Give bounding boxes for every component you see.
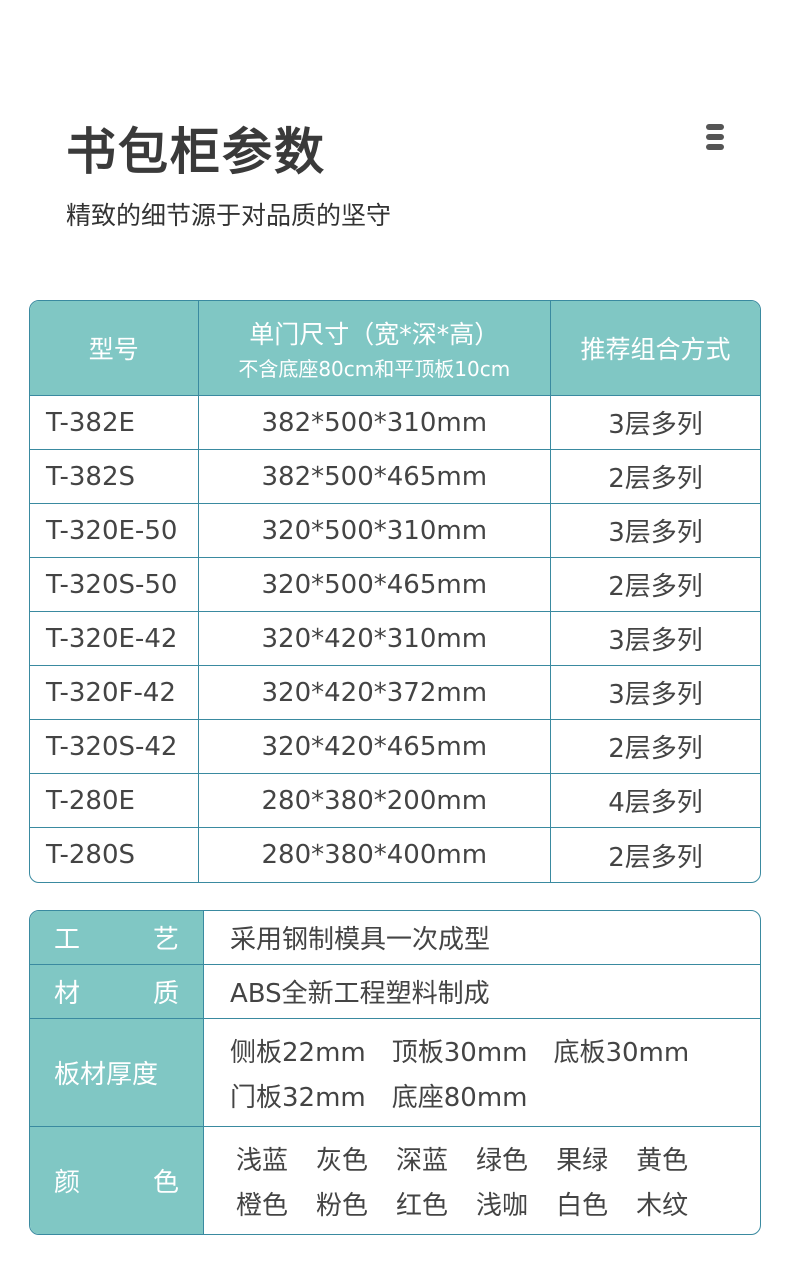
cell-combo: 2层多列	[608, 842, 703, 873]
color-option: 果绿	[556, 1145, 609, 1176]
craft-label-1: 工	[54, 925, 81, 955]
cell-combo: 3层多列	[550, 396, 760, 450]
thickness-label: 板材厚度	[30, 1019, 204, 1127]
color-option: 绿色	[476, 1145, 529, 1176]
color-option: 浅蓝	[236, 1145, 289, 1176]
craft-label-2: 艺	[152, 925, 179, 955]
spec-table: 型号 单门尺寸（宽*深*高） 不含底座80cm和平顶板10cm 推荐组合方式 T-…	[29, 300, 761, 883]
info-table: 工艺 采用钢制模具一次成型 材质 ABS全新工程塑料制成 板材厚度 侧板22mm…	[29, 910, 761, 1235]
color-option: 红色	[396, 1190, 449, 1221]
menu-icon[interactable]	[706, 124, 724, 154]
table-row: T-280E 280*380*200mm 4层多列	[30, 774, 760, 828]
cell-size: 320*420*310mm	[198, 612, 551, 666]
color-label: 颜色	[30, 1127, 204, 1234]
cell-size: 280*380*200mm	[198, 774, 551, 828]
page-subtitle: 精致的细节源于对品质的坚守	[66, 201, 392, 230]
cell-size: 382*500*465mm	[198, 450, 551, 504]
color-option: 粉色	[316, 1190, 369, 1221]
cell-model: T-320E-42	[30, 612, 199, 666]
cell-size: 320*420*372mm	[198, 666, 551, 720]
header-combo: 推荐组合方式	[550, 301, 760, 396]
cell-combo: 2层多列	[550, 450, 760, 504]
cell-model: T-320S-50	[30, 558, 199, 612]
material-value: ABS全新工程塑料制成	[204, 965, 760, 1019]
color-option: 黄色	[636, 1145, 689, 1176]
cell-size: 320*500*465mm	[198, 558, 551, 612]
material-label-2: 质	[152, 979, 179, 1009]
material-label-1: 材	[54, 979, 81, 1009]
craft-label: 工艺	[30, 911, 204, 965]
table-row: T-320E-50 320*500*310mm 3层多列	[30, 504, 760, 558]
table-row: T-382E 382*500*310mm 3层多列	[30, 396, 760, 450]
table-row: T-320S-42 320*420*465mm 2层多列	[30, 720, 760, 774]
craft-value: 采用钢制模具一次成型	[204, 911, 760, 965]
header-size: 单门尺寸（宽*深*高） 不含底座80cm和平顶板10cm	[198, 301, 551, 396]
color-option: 灰色	[316, 1145, 369, 1176]
cell-combo: 2层多列	[550, 720, 760, 774]
cell-model: T-320S-42	[30, 720, 199, 774]
cell-size: 320*500*310mm	[198, 504, 551, 558]
cell-combo: 3层多列	[550, 612, 760, 666]
color-label-2: 色	[152, 1168, 179, 1198]
material-label: 材质	[30, 965, 204, 1019]
color-option: 木纹	[636, 1190, 689, 1221]
color-label-1: 颜	[54, 1168, 81, 1198]
cell-combo: 3层多列	[550, 666, 760, 720]
cell-model: T-382S	[30, 450, 199, 504]
cell-size: 280*380*400mm	[199, 828, 551, 882]
header-model: 型号	[30, 301, 199, 396]
thickness-value: 侧板22mm 顶板30mm 底板30mm 门板32mm 底座80mm	[204, 1019, 760, 1127]
color-value: 浅蓝 灰色 深蓝 绿色 果绿 黄色橙色 粉色 红色 浅咖 白色 木纹	[204, 1127, 760, 1234]
header-size-note: 不含底座80cm和平顶板10cm	[238, 356, 511, 381]
color-option: 深蓝	[396, 1145, 449, 1176]
cell-model: T-382E	[30, 396, 199, 450]
cell-size: 382*500*310mm	[198, 396, 551, 450]
cell-size: 320*420*465mm	[198, 720, 551, 774]
cell-model: T-280E	[30, 774, 199, 828]
page-title: 书包柜参数	[66, 123, 326, 181]
table-row: T-320S-50 320*500*465mm 2层多列	[30, 558, 760, 612]
color-option: 橙色	[236, 1190, 289, 1221]
header-size-title: 单门尺寸（宽*深*高）	[249, 319, 500, 349]
table-row: T-280S 280*380*400mm 2层多列	[30, 828, 760, 882]
cell-model: T-280S	[30, 828, 199, 882]
cell-model: T-320E-50	[30, 504, 199, 558]
cell-combo: 4层多列	[550, 774, 760, 828]
thickness-line2: 门板32mm 底座80mm	[230, 1082, 528, 1113]
color-option: 白色	[556, 1190, 609, 1221]
cell-combo: 2层多列	[550, 558, 760, 612]
color-option: 浅咖	[476, 1190, 529, 1221]
cell-combo: 3层多列	[550, 504, 760, 558]
thickness-line1: 侧板22mm 顶板30mm 底板30mm	[230, 1037, 690, 1068]
table-row: T-320E-42 320*420*310mm 3层多列	[30, 612, 760, 666]
cell-model: T-320F-42	[30, 666, 199, 720]
table-row: T-382S 382*500*465mm 2层多列	[30, 450, 760, 504]
table-row: T-320F-42 320*420*372mm 3层多列	[30, 666, 760, 720]
